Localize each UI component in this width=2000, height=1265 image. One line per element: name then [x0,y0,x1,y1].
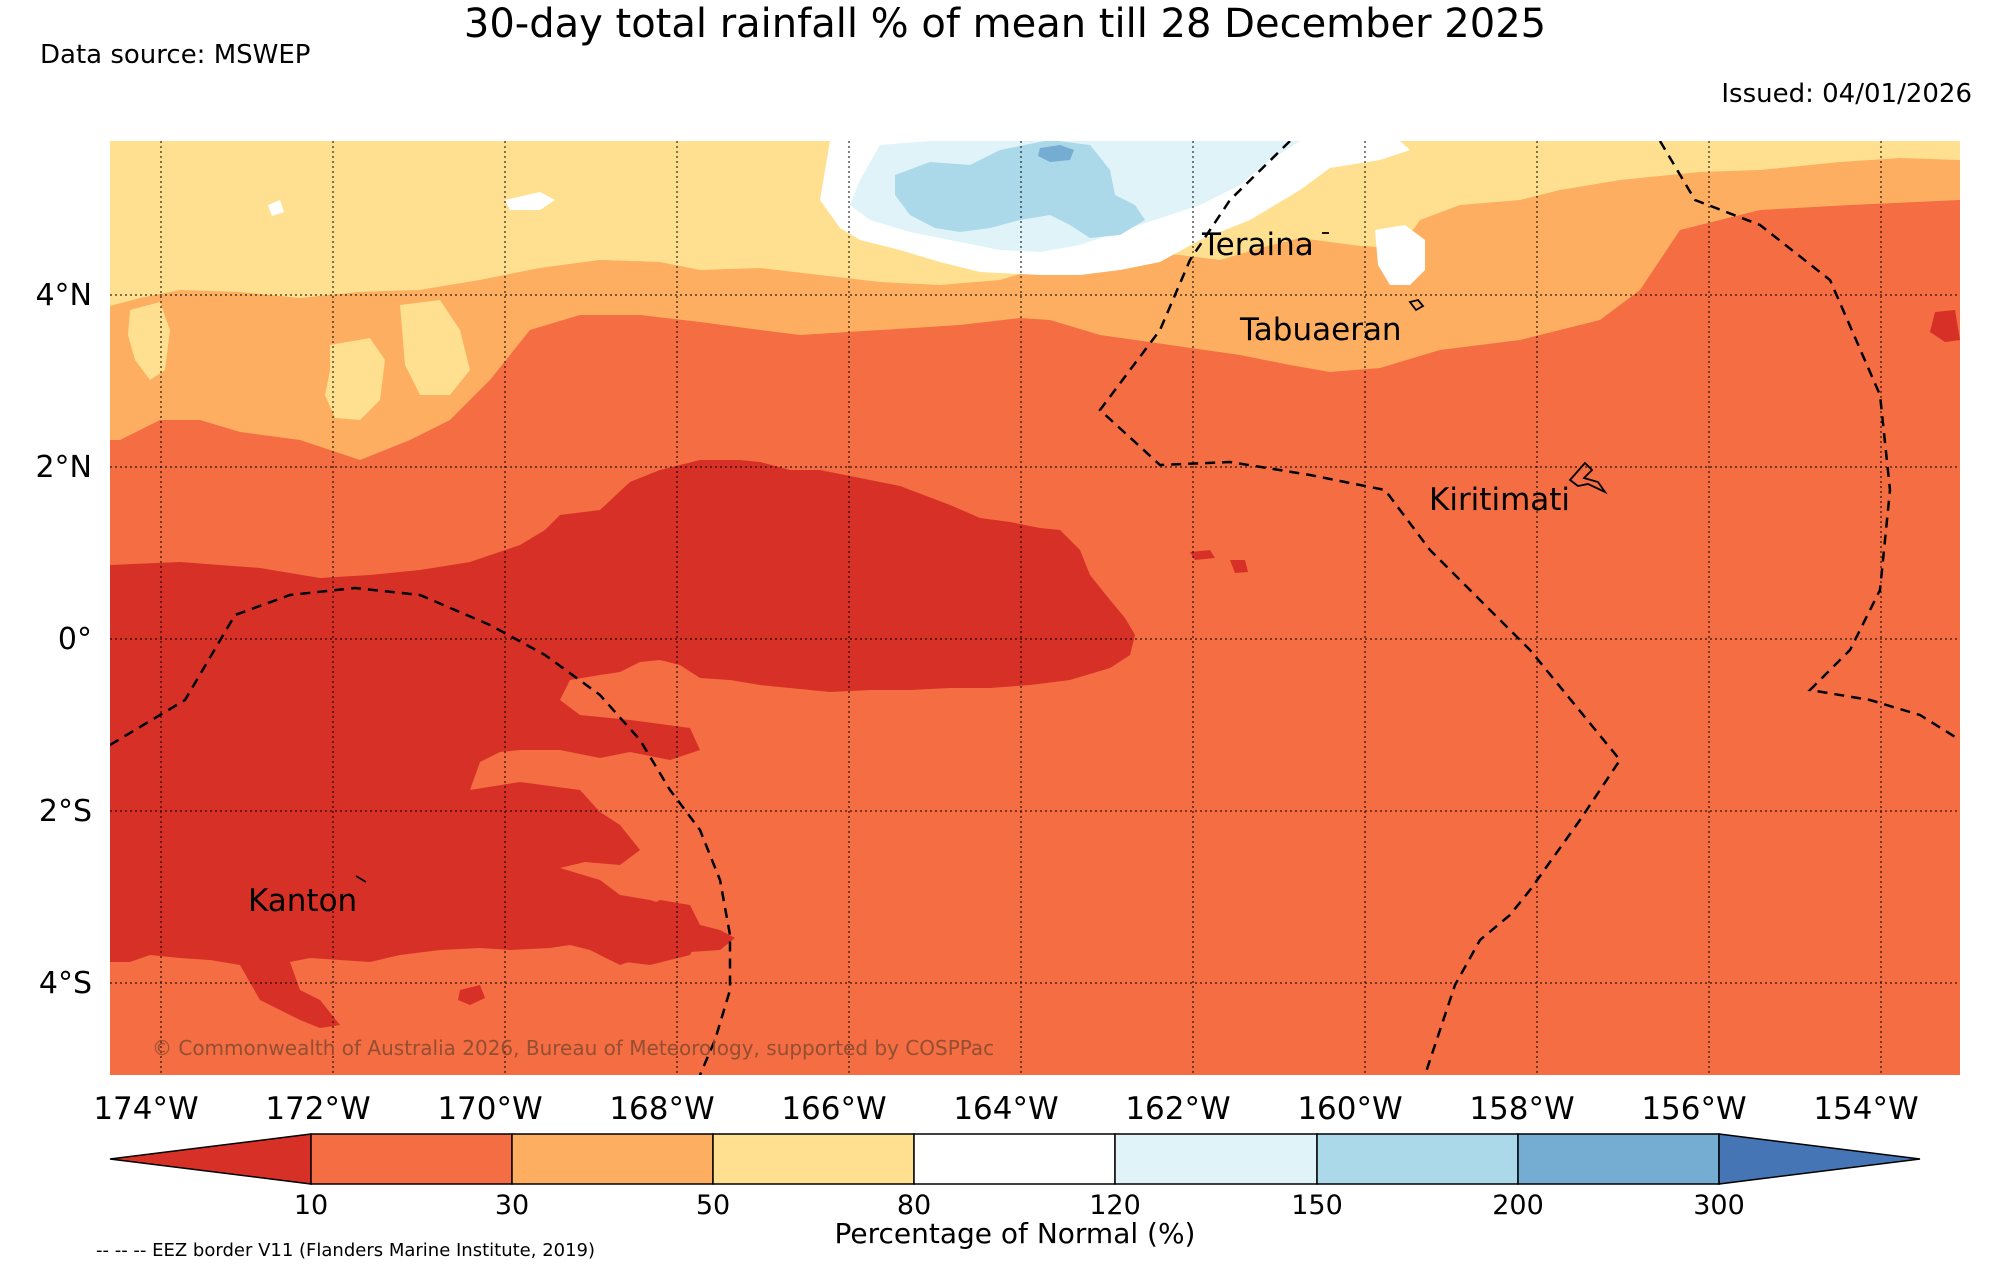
eez-border-east [1658,141,1960,742]
colorbar-segment-50-80 [712,1133,915,1185]
place-label-kanton: Kanton [248,883,357,919]
colorbar-segment-30-50 [511,1133,714,1185]
lat-label-2s: 2°S [39,794,92,829]
data-source-label: Data source: MSWEP [40,40,310,70]
colorbar-segment-80-120 [913,1133,1116,1185]
lon-label-170w: 170°W [437,1091,542,1127]
rain-region-0-10 [1230,560,1248,573]
colorbar-segment-120-150 [1114,1133,1318,1185]
map-area [110,141,1960,1075]
rain-region-30-50 [300,260,690,305]
colorbar-segment-200-300 [1517,1133,1720,1185]
colorbar-segment-150-200 [1316,1133,1519,1185]
place-label-teraina: Teraina [1201,227,1314,263]
lat-label-4s: 4°S [39,966,92,1001]
kanton-island-outline [355,875,367,883]
colorbar-tick-30: 30 [495,1190,529,1221]
map-title: 30-day total rainfall % of mean till 28 … [464,1,1546,47]
colorbar-tick-10: 10 [294,1190,328,1221]
rain-region-0-10 [600,900,735,965]
lon-label-168w: 168°W [609,1091,714,1127]
lon-label-172w: 172°W [265,1091,370,1127]
issued-date-label: Issued: 04/01/2026 [1721,79,1972,109]
rain-region-200-300 [1038,145,1074,162]
rain-region-50-80 [128,302,170,380]
colorbar-label: Percentage of Normal (%) [835,1217,1196,1250]
rain-region-50-80 [325,338,385,420]
lon-label-174w: 174°W [93,1091,198,1127]
colorbar-segment-10-30 [310,1133,513,1185]
lat-label-2n: 2°N [35,450,92,485]
colorbar-tick-50: 50 [696,1190,730,1221]
lon-label-162w: 162°W [1125,1091,1230,1127]
rain-region-150-200 [895,141,1145,238]
eez-border-kanton [110,586,732,1075]
lat-label-equator: 0° [58,622,92,657]
kiritimati-island-outline [1568,461,1608,495]
colorbar-segment-below-10 [109,1133,312,1185]
rain-region-80-120 [268,200,284,216]
copyright-note: © Commonwealth of Australia 2026, Bureau… [152,1036,994,1060]
graticule [110,141,1960,1075]
lon-label-154w: 154°W [1813,1091,1918,1127]
rain-region-0-10 [1190,550,1215,560]
place-label-tabuaeran: Tabuaeran [1239,312,1402,348]
colorbar-tick-120: 120 [1089,1190,1141,1221]
rain-region-80-120 [1375,225,1425,285]
colorbar-tick-150: 150 [1291,1190,1343,1221]
colorbar [109,1133,1921,1185]
rain-region-0-10 [1930,310,1960,342]
tabuaeran-island-outline [1408,298,1425,312]
colorbar-tick-80: 80 [897,1190,931,1221]
rain-region-0-10 [110,460,1135,1028]
place-label-kiritimati: Kiritimati [1429,482,1570,518]
lon-label-166w: 166°W [781,1091,886,1127]
colorbar-segment-above-300 [1718,1133,1921,1185]
colorbar-tick-200: 200 [1492,1190,1544,1221]
rain-region-0-10 [458,985,485,1005]
rain-region-50-80 [400,300,470,395]
colorbar-tick-300: 300 [1693,1190,1745,1221]
lat-label-4n: 4°N [35,278,92,313]
eez-legend-note: -- -- -- EEZ border V11 (Flanders Marine… [96,1240,595,1261]
lon-label-158w: 158°W [1469,1091,1574,1127]
eez-borders [110,141,1960,1075]
rain-region-80-120 [505,192,555,210]
eez-border-line-islands [1098,141,1622,1075]
lon-label-160w: 160°W [1297,1091,1402,1127]
lon-label-164w: 164°W [953,1091,1058,1127]
lon-label-156w: 156°W [1641,1091,1746,1127]
